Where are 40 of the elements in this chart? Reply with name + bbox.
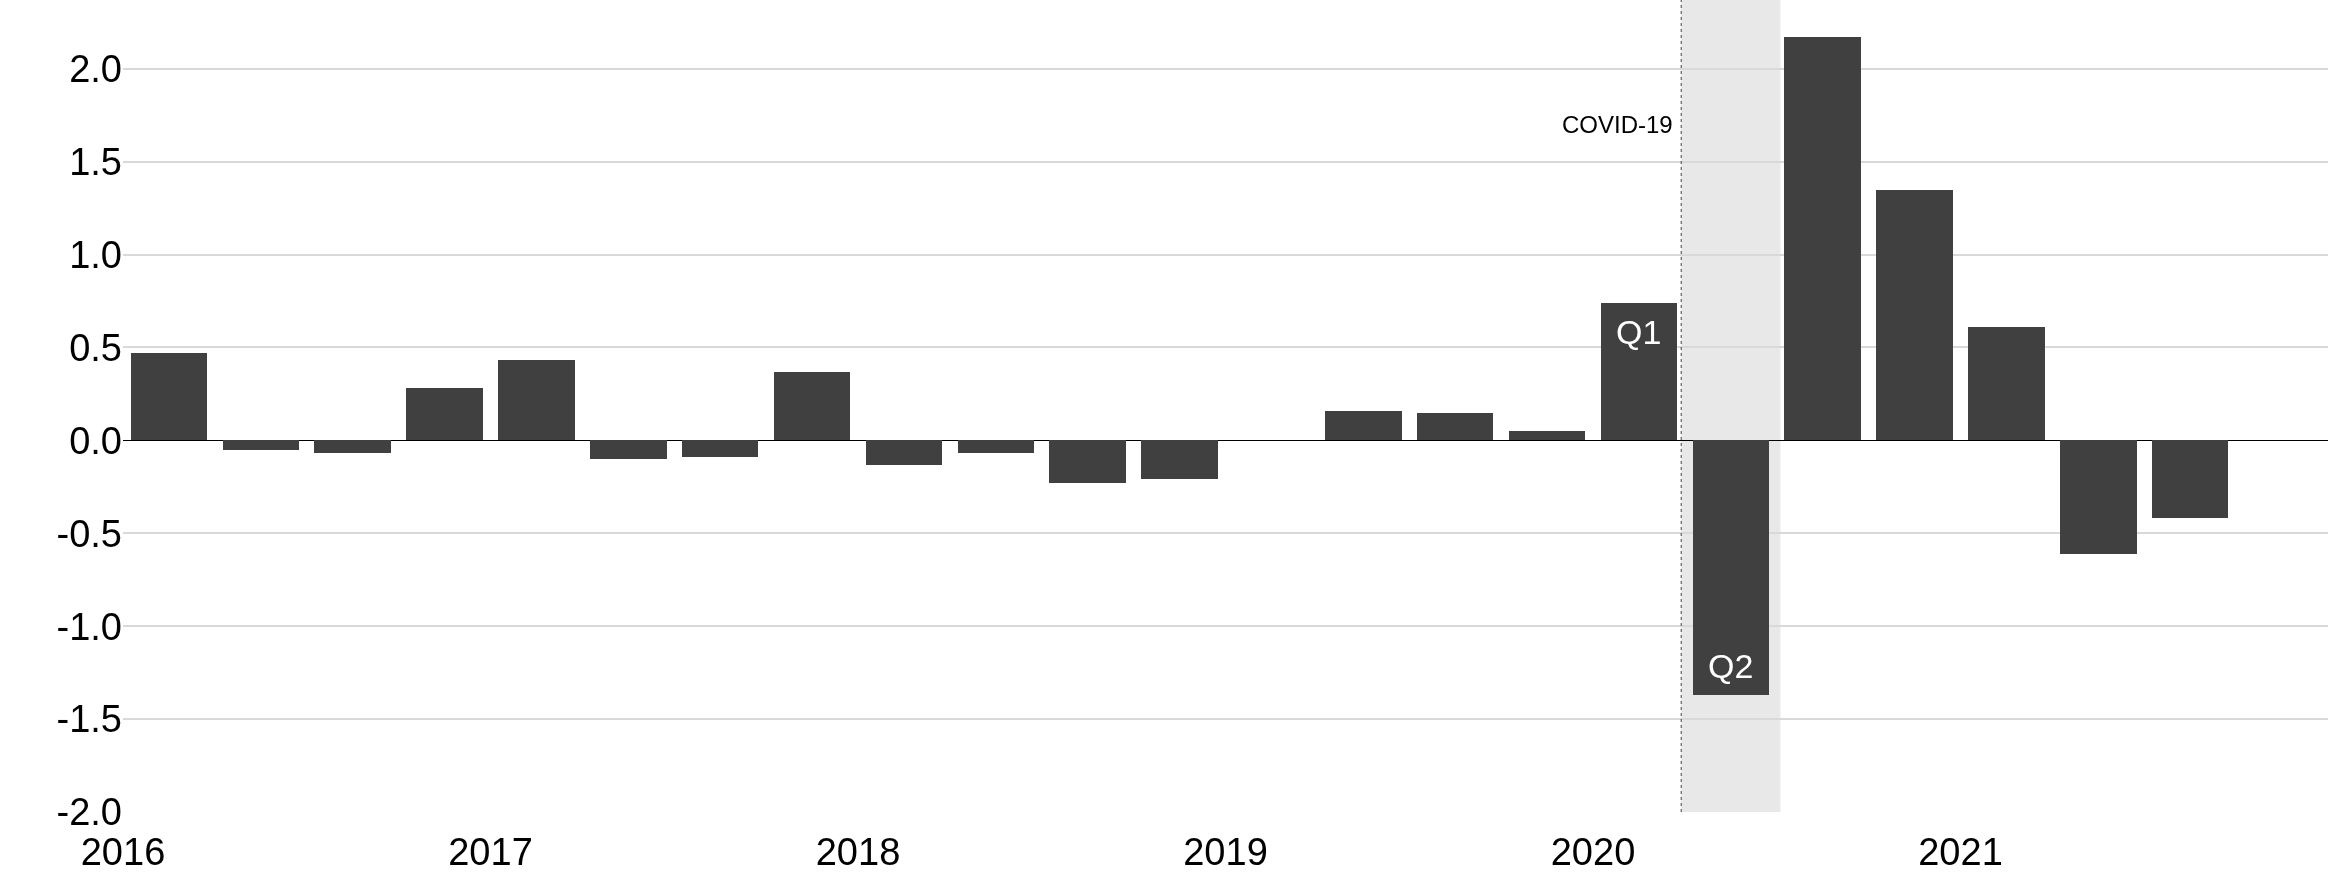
- annotation: Q2: [1708, 647, 1754, 685]
- bar: [590, 440, 667, 459]
- bar: [314, 440, 391, 453]
- bar: [1509, 431, 1585, 440]
- x-tick-label: 2016: [80, 831, 166, 873]
- x-tick-label: 2019: [1183, 831, 1268, 873]
- bar: [1601, 303, 1677, 440]
- y-tick-label: -1.5: [56, 698, 122, 741]
- x-tick-label: 2018: [815, 831, 901, 873]
- y-tick-label: 1.0: [69, 233, 122, 276]
- ref-line-label: COVID-19: [1562, 111, 1673, 138]
- bar: [682, 440, 758, 457]
- bar: [958, 440, 1034, 453]
- y-tick-label: 2.0: [69, 48, 122, 91]
- annotation: Q1: [1616, 313, 1662, 351]
- bar: [498, 360, 575, 440]
- y-tick-label: 0.5: [69, 326, 122, 369]
- x-tick-label: 2020: [1550, 831, 1636, 873]
- bar: [1141, 440, 1218, 479]
- bar: [131, 353, 207, 440]
- x-tick-label: 2021: [1918, 831, 2003, 873]
- bar: [406, 388, 483, 440]
- bar: [1784, 37, 1861, 440]
- y-tick-label: 1.5: [69, 140, 122, 183]
- bar: [1417, 413, 1493, 440]
- bar: [2152, 440, 2228, 518]
- y-tick-label: 0.0: [69, 419, 122, 462]
- bar: [774, 372, 850, 440]
- bar: [866, 440, 942, 465]
- y-tick-label: -2.0: [56, 791, 122, 834]
- bar: [1876, 190, 1953, 440]
- bar: [1693, 440, 1769, 695]
- bar: [1325, 411, 1402, 440]
- y-tick-label: -0.5: [56, 512, 122, 555]
- bar: [223, 440, 299, 450]
- bar: [2060, 440, 2137, 554]
- x-tick-label: 2017: [448, 831, 533, 873]
- y-tick-label: -1.0: [56, 605, 122, 648]
- bar: [1049, 440, 1126, 483]
- bar: [1968, 327, 2045, 440]
